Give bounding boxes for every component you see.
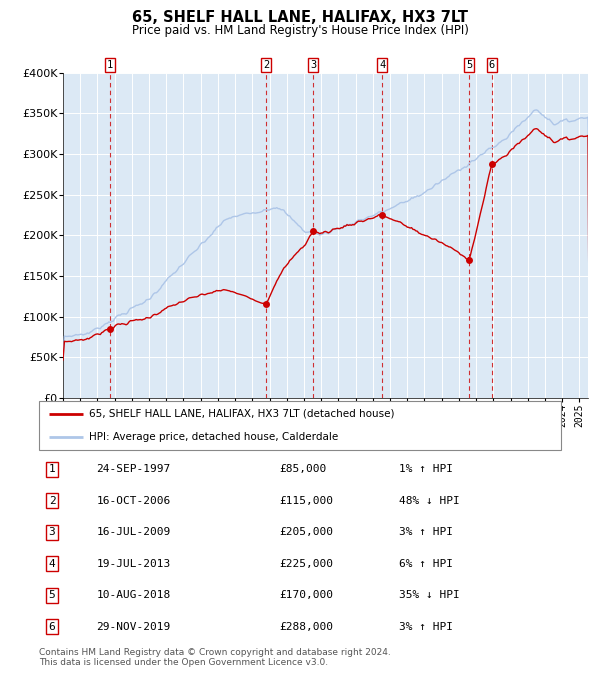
Text: 16-OCT-2006: 16-OCT-2006	[97, 496, 170, 506]
Text: 24-SEP-1997: 24-SEP-1997	[97, 464, 170, 475]
Text: 35% ↓ HPI: 35% ↓ HPI	[399, 590, 460, 600]
Text: 2: 2	[263, 60, 269, 70]
Text: 6% ↑ HPI: 6% ↑ HPI	[399, 559, 453, 569]
Text: 29-NOV-2019: 29-NOV-2019	[97, 622, 170, 632]
Text: £115,000: £115,000	[279, 496, 333, 506]
Text: Price paid vs. HM Land Registry's House Price Index (HPI): Price paid vs. HM Land Registry's House …	[131, 24, 469, 37]
Text: £288,000: £288,000	[279, 622, 333, 632]
Text: 3% ↑ HPI: 3% ↑ HPI	[399, 622, 453, 632]
Text: 65, SHELF HALL LANE, HALIFAX, HX3 7LT (detached house): 65, SHELF HALL LANE, HALIFAX, HX3 7LT (d…	[89, 409, 394, 419]
Text: 1: 1	[49, 464, 55, 475]
Text: 4: 4	[379, 60, 385, 70]
Text: £170,000: £170,000	[279, 590, 333, 600]
Text: 4: 4	[49, 559, 55, 569]
Text: 3: 3	[310, 60, 316, 70]
Text: 6: 6	[488, 60, 495, 70]
Text: 1: 1	[107, 60, 113, 70]
Text: 65, SHELF HALL LANE, HALIFAX, HX3 7LT: 65, SHELF HALL LANE, HALIFAX, HX3 7LT	[132, 10, 468, 24]
Text: 48% ↓ HPI: 48% ↓ HPI	[399, 496, 460, 506]
FancyBboxPatch shape	[39, 401, 561, 450]
Text: 16-JUL-2009: 16-JUL-2009	[97, 527, 170, 537]
Text: 1% ↑ HPI: 1% ↑ HPI	[399, 464, 453, 475]
Text: £205,000: £205,000	[279, 527, 333, 537]
Text: 3% ↑ HPI: 3% ↑ HPI	[399, 527, 453, 537]
Text: 5: 5	[49, 590, 55, 600]
Text: HPI: Average price, detached house, Calderdale: HPI: Average price, detached house, Cald…	[89, 432, 338, 442]
Text: 3: 3	[49, 527, 55, 537]
Text: 2: 2	[49, 496, 55, 506]
Text: 19-JUL-2013: 19-JUL-2013	[97, 559, 170, 569]
Text: 6: 6	[49, 622, 55, 632]
Text: 10-AUG-2018: 10-AUG-2018	[97, 590, 170, 600]
Text: £225,000: £225,000	[279, 559, 333, 569]
Text: 5: 5	[466, 60, 473, 70]
Text: £85,000: £85,000	[279, 464, 326, 475]
Text: Contains HM Land Registry data © Crown copyright and database right 2024.
This d: Contains HM Land Registry data © Crown c…	[39, 648, 391, 668]
